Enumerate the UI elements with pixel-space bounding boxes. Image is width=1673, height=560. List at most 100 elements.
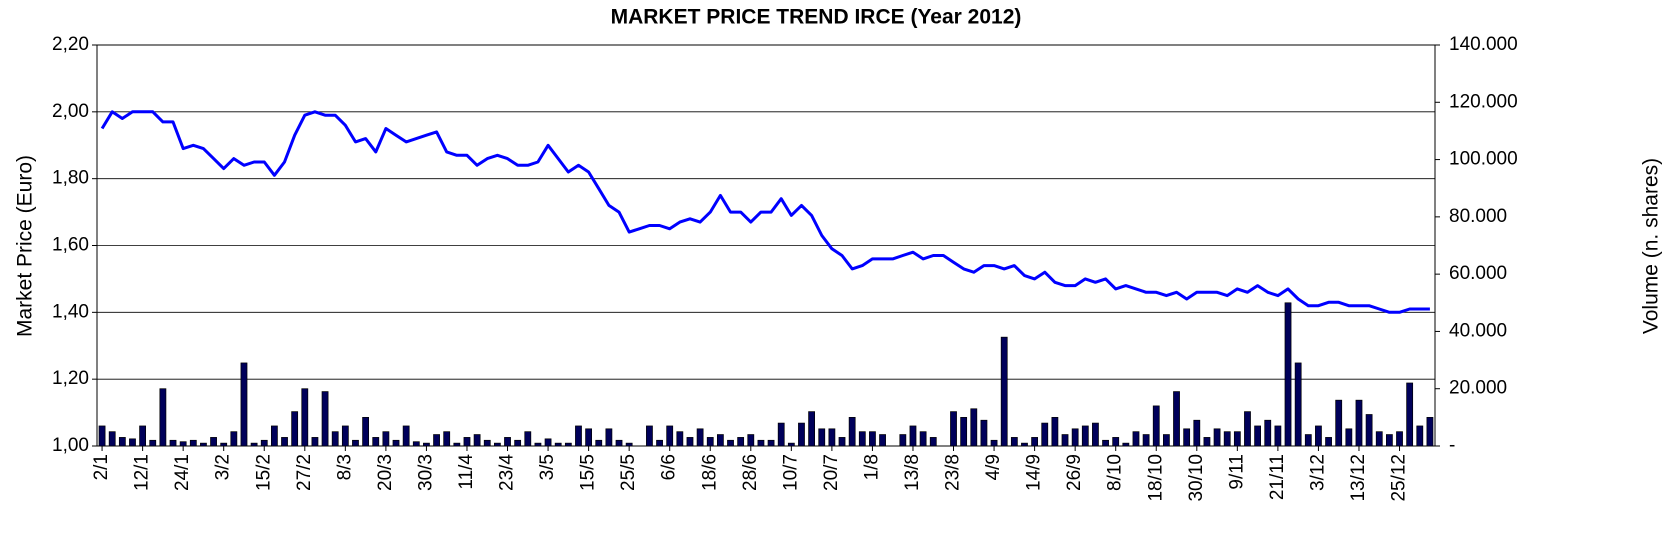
volume-bar: [706, 437, 714, 447]
volume-bar: [848, 417, 856, 447]
volume-bar: [1244, 411, 1251, 447]
volume-bar: [909, 425, 917, 447]
volume-bar: [1264, 419, 1272, 447]
volume-bar: [879, 434, 886, 447]
volume-bar: [453, 442, 461, 447]
y2-tick-label: 80.000: [1449, 206, 1507, 227]
volume-bar: [534, 442, 542, 447]
volume-bar: [1375, 431, 1383, 447]
y-tick-label: 2,00: [52, 101, 89, 122]
x-tick-label: 23/4: [497, 454, 518, 491]
x-tick-label: 24/1: [172, 454, 193, 491]
volume-bar: [260, 439, 268, 447]
volume-bar: [372, 437, 380, 447]
y-tick-label: 1,80: [52, 168, 89, 189]
x-tick-label: 14/9: [1024, 454, 1045, 491]
volume-bar: [1355, 399, 1363, 447]
volume-bar: [382, 431, 390, 447]
x-tick-label: 12/1: [132, 454, 153, 491]
x-tick-label: 18/6: [699, 454, 720, 491]
volume-bar: [1173, 391, 1180, 447]
volume-bar: [281, 437, 288, 447]
x-tick-label: 9/11: [1226, 454, 1247, 490]
price-line: [100, 110, 1430, 314]
volume-bar: [757, 439, 765, 447]
volume-bar: [1304, 434, 1312, 447]
volume-bar: [990, 439, 998, 447]
x-tick-label: 2/1: [91, 454, 112, 480]
x-tick-label: 3/12: [1307, 454, 1328, 491]
volume-bar: [1385, 434, 1393, 447]
volume-bar: [1203, 437, 1211, 447]
volume-bar: [524, 431, 532, 447]
volume-bar: [149, 439, 157, 447]
y2-tick-label: 40.000: [1449, 320, 1507, 341]
volume-bar: [544, 438, 552, 447]
volume-bar: [159, 388, 167, 447]
volume-bar: [108, 431, 116, 447]
y2-tick-label: -: [1449, 435, 1455, 456]
volume-bar: [311, 437, 319, 447]
volume-bar: [1396, 431, 1403, 447]
volume-bar: [1294, 362, 1302, 447]
volume-bar: [605, 428, 613, 447]
volume-bar: [666, 425, 674, 447]
volume-bar: [291, 411, 299, 447]
volume-bar: [960, 417, 968, 447]
volume-bar: [443, 431, 451, 447]
x-tick-label: 25/12: [1389, 454, 1410, 502]
volume-bar: [250, 442, 258, 447]
volume-bar: [1112, 437, 1120, 447]
volume-bar: [777, 422, 785, 447]
volume-bar: [767, 439, 775, 447]
volume-bar: [433, 434, 440, 447]
volume-bar: [1122, 442, 1130, 447]
volume-bar: [1031, 437, 1039, 447]
volume-bar: [646, 425, 653, 447]
y2-tick-label: 140.000: [1449, 34, 1518, 55]
volume-bar: [1051, 417, 1059, 447]
volume-bar: [423, 442, 430, 447]
volume-bar: [402, 425, 410, 447]
volume-bar: [179, 441, 187, 447]
y-tick-label: 1,00: [52, 435, 89, 456]
volume-bar: [240, 362, 248, 447]
volume-bar: [473, 434, 481, 447]
volume-bar: [1152, 405, 1160, 447]
volume-bar: [362, 417, 370, 447]
volume-bar: [463, 437, 471, 447]
volume-bar: [1365, 414, 1373, 447]
x-tick-label: 4/9: [983, 454, 1004, 480]
x-tick-label: 30/3: [415, 454, 436, 491]
y-axis-title: Market Price (Euro): [14, 155, 37, 337]
volume-bar: [1102, 439, 1109, 447]
x-tick-label: 26/9: [1064, 454, 1085, 491]
volume-bar: [1061, 434, 1069, 447]
volume-bar: [1406, 382, 1414, 447]
x-tick-label: 3/2: [213, 454, 234, 480]
volume-bar: [98, 425, 106, 447]
x-tick-label: 1/8: [861, 454, 882, 480]
volume-bar: [595, 439, 603, 447]
volume-bar: [869, 431, 876, 447]
volume-bar: [747, 434, 755, 447]
y2-tick-label: 100.000: [1449, 149, 1518, 170]
chart-title: MARKET PRICE TREND IRCE (Year 2012): [611, 6, 1022, 29]
x-tick-label: 3/5: [537, 454, 558, 480]
volume-bar: [564, 442, 572, 447]
volume-bar: [1416, 425, 1424, 447]
y2-tick-label: 120.000: [1449, 91, 1518, 112]
volume-bar: [270, 425, 278, 447]
volume-bar: [1021, 442, 1028, 447]
x-tick-label: 30/10: [1186, 454, 1207, 502]
volume-bar: [575, 425, 582, 447]
volume-bar: [1142, 434, 1150, 447]
volume-bar: [676, 431, 684, 447]
volume-bar: [686, 437, 694, 447]
volume-bar: [1162, 434, 1170, 447]
volume-bar: [210, 437, 217, 447]
volume-bar: [838, 437, 846, 447]
x-tick-label: 21/11: [1267, 454, 1288, 500]
volume-bar: [220, 442, 228, 447]
volume-bar: [331, 431, 339, 447]
